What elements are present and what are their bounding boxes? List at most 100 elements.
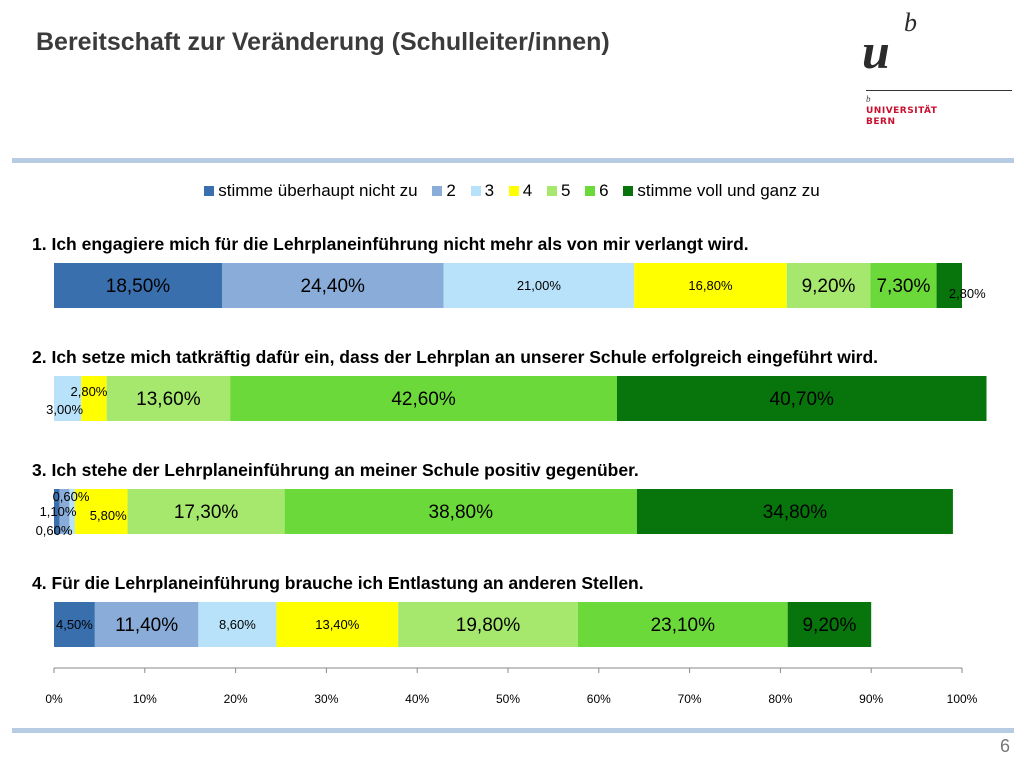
data-label: 42,60% [391,389,456,410]
x-tick-label: 40% [405,692,429,706]
x-tick-label: 90% [859,692,883,706]
data-label: 38,80% [429,502,494,523]
legend-swatch-icon [432,186,443,196]
bar-segment [786,263,871,308]
legend-label: stimme voll und ganz zu [637,181,820,200]
data-label: 7,30% [876,276,930,297]
x-tick-label: 20% [224,692,248,706]
bar-segment [636,489,953,534]
x-tick-label: 0% [45,692,63,706]
question-4-label: 4. Für die Lehrplaneinführung brauche ic… [32,573,644,593]
question-2-label: 2. Ich setze mich tatkräftig dafür ein, … [32,347,879,367]
legend-item: 3 [470,181,495,201]
legend-item: stimme überhaupt nicht zu [204,181,418,201]
data-label: 40,70% [770,389,835,410]
legend-swatch-icon [204,186,215,196]
bar-segment [787,602,872,647]
bar-segment [81,376,107,421]
bar-segment [54,376,82,421]
data-label: 34,80% [763,502,828,523]
data-label: 9,20% [802,276,856,297]
bar-segment [198,602,277,647]
data-label: 0,60% [36,523,73,538]
data-label: 24,40% [301,276,366,297]
legend-item: 6 [585,181,609,201]
bar-segment [127,489,285,534]
legend-label: 4 [522,181,533,200]
x-tick-label: 30% [314,692,338,706]
legend-swatch-icon [546,186,557,196]
bar-segment [616,376,987,421]
logo-divider [866,90,1012,91]
data-label: 8,60% [219,617,256,632]
chart-legend: stimme überhaupt nicht zu 2 3 4 5 6 stim… [0,181,1024,201]
bar-segment [59,489,70,534]
logo-mark-u: u [862,23,890,79]
logo-text-line1: UNIVERSITÄT [866,106,938,116]
page-number: 6 [999,736,1010,756]
data-label: 1,10% [40,504,77,519]
logo-text-line2: BERN [866,117,896,127]
legend-item: 2 [432,181,456,201]
data-label: 5,80% [90,508,127,523]
legend-label: 3 [484,181,495,200]
data-label: 23,10% [651,615,716,636]
data-label: 13,60% [136,389,201,410]
bar-segment [230,376,617,421]
x-tick-label: 70% [678,692,702,706]
bar-segment [54,602,95,647]
bottom-divider [12,728,1014,733]
bar-segment [54,489,60,534]
bar-segment [284,489,637,534]
legend-swatch-icon [470,186,481,196]
question-3-label: 3. Ich stehe der Lehrplaneinführung an m… [32,460,639,480]
logo-small-b: b [866,94,871,104]
bar-segment [276,602,399,647]
legend-label: 6 [599,181,609,200]
data-label: 2,80% [71,384,108,399]
slide-title: Bereitschaft zur Veränderung (Schulleite… [36,28,610,56]
legend-swatch-icon [585,186,596,196]
bar-segment [870,263,937,308]
legend-swatch-icon [508,186,519,196]
university-logo: u b b UNIVERSITÄT BERN [862,8,1014,132]
data-label: 3,00% [46,402,83,417]
data-label: 19,80% [456,615,521,636]
bar-segment [74,489,128,534]
legend-item: 4 [508,181,533,201]
bar-segment [577,602,788,647]
legend-label: stimme überhaupt nicht zu [218,181,418,200]
bar-segment [54,263,222,308]
legend-item: stimme voll und ganz zu [623,181,820,201]
x-tick-label: 60% [587,692,611,706]
data-label: 16,80% [688,278,733,293]
bar-segment [69,489,75,534]
data-label: 21,00% [517,278,562,293]
bar-segment [221,263,444,308]
x-tick-label: 100% [947,692,978,706]
data-label: 11,40% [115,615,178,636]
bar-segment [936,263,962,308]
logo-mark-b: b [904,8,917,37]
bar-segment [106,376,231,421]
x-tick-label: 50% [496,692,520,706]
top-divider [12,158,1014,163]
question-1-label: 1. Ich engagiere mich für die Lehrplanei… [32,234,749,254]
bar-segment [94,602,199,647]
legend-item: 5 [546,181,570,201]
data-label: 17,30% [174,502,239,523]
bar-segment [634,263,787,308]
x-tick-label: 80% [768,692,792,706]
legend-swatch-icon [623,186,634,196]
data-label: 13,40% [315,617,360,632]
data-label: 9,20% [802,615,856,636]
logo-text: UNIVERSITÄT BERN [866,106,937,128]
bar-segment [443,263,635,308]
data-label: 2,80% [949,286,986,301]
legend-label: 2 [446,181,456,200]
bar-segment [398,602,578,647]
data-label: 4,50% [56,617,93,632]
data-label: 18,50% [106,276,171,297]
data-label: 0,60% [53,489,90,504]
